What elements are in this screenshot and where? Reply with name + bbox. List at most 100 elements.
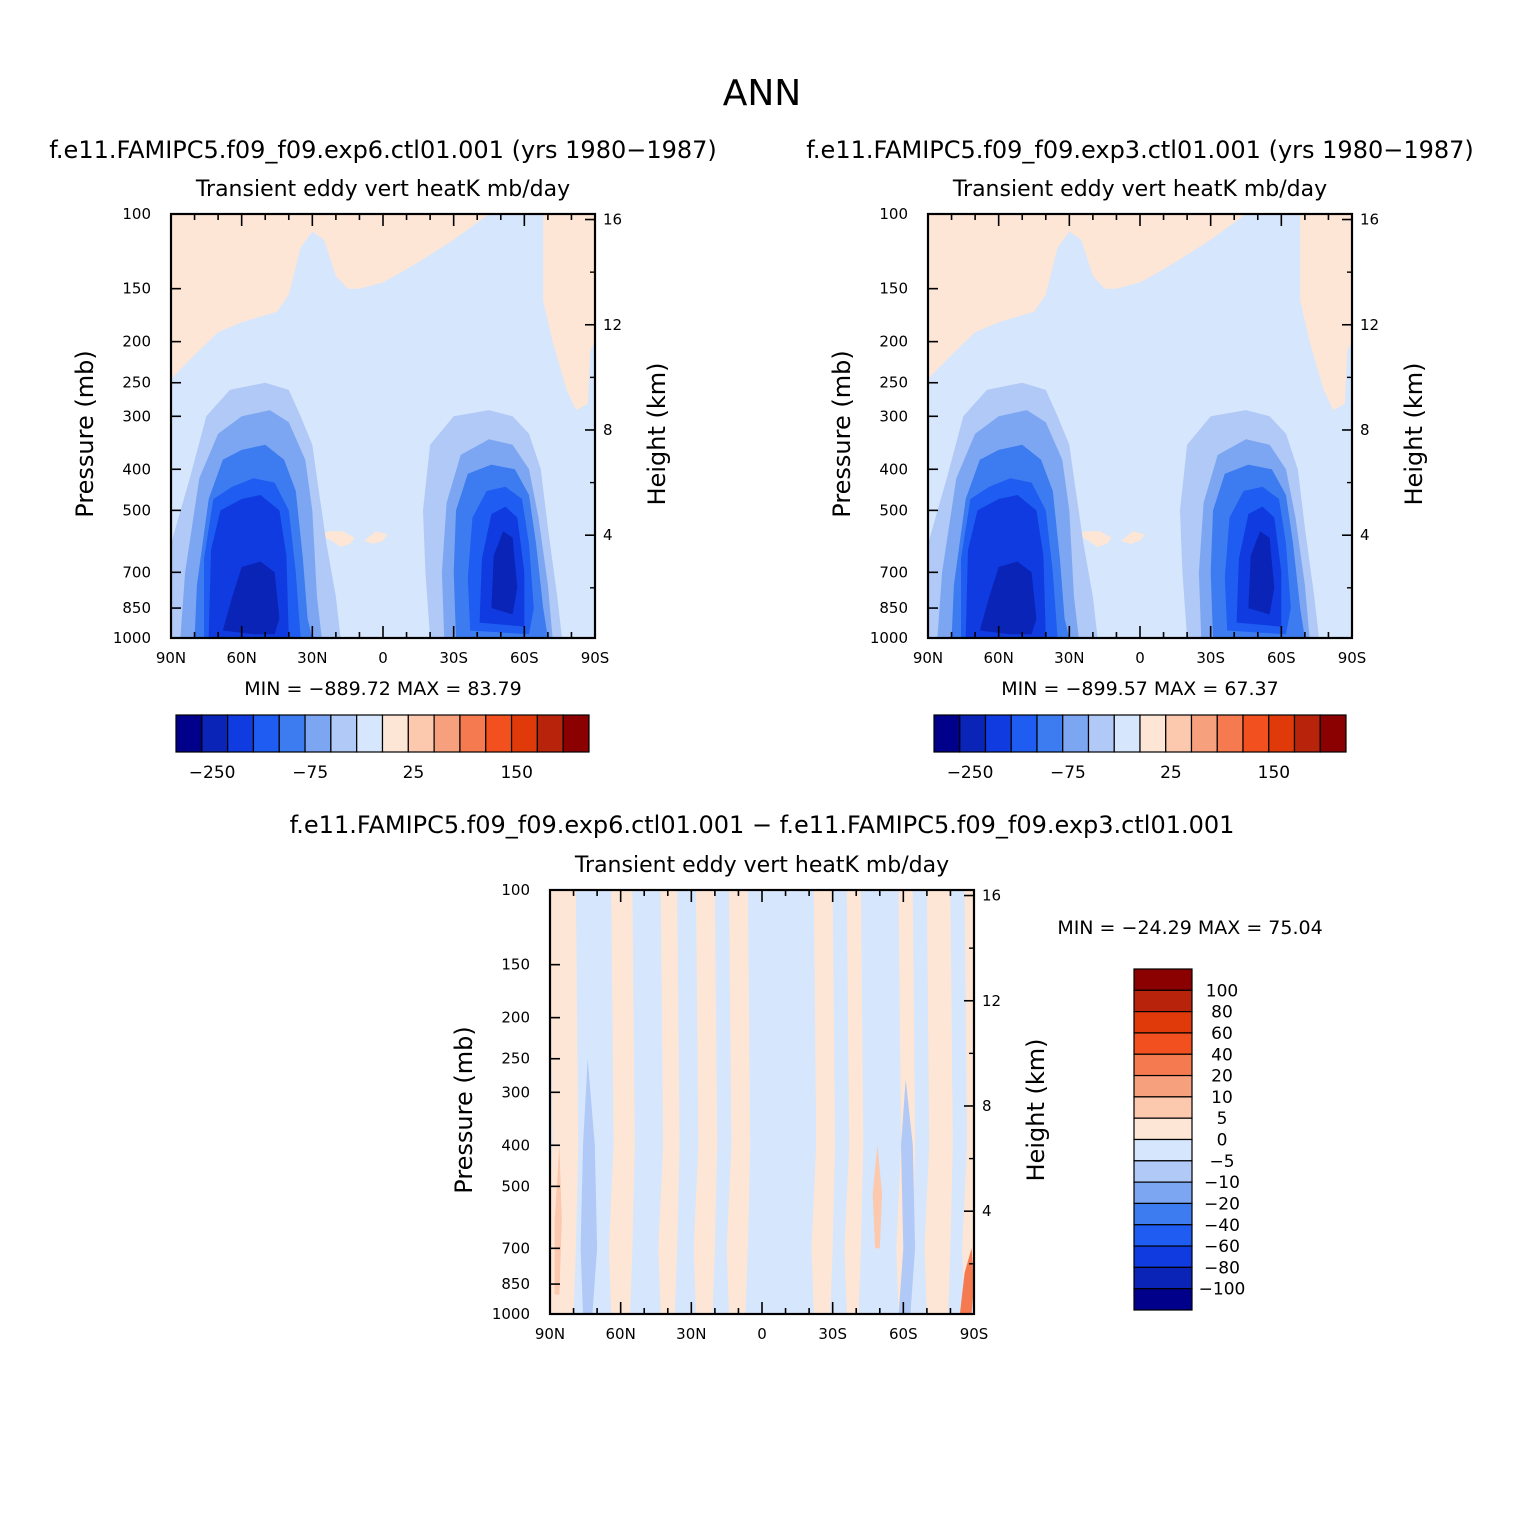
colorbar-swatch [1133,1245,1193,1268]
colorbar-label: −100 [1199,1280,1246,1300]
positive-blob [1076,531,1112,547]
storm-track-nh [222,561,280,635]
positive-core [554,1145,562,1295]
colorbar-label: −5 [1209,1152,1234,1172]
y-tick-label: 850 [501,1275,530,1293]
colorbar-swatch [330,714,358,753]
positive-band [811,890,835,1314]
colorbar-swatch [1010,714,1038,753]
panel-title: f.e11.FAMIPC5.f09_f09.exp6.ctl01.001 − f… [290,811,1235,839]
colorbar-swatch [1133,1074,1193,1098]
figure-title: ANN [723,73,802,114]
colorbar-label: 150 [1258,763,1290,783]
colorbar-swatch [1036,714,1064,753]
plots: f.e11.FAMIPC5.f09_f09.exp6.ctl01.001 (yr… [49,136,1474,1343]
y-tick-label: 200 [122,333,151,351]
colorbar-label: −250 [947,763,994,783]
y-tick-label: 150 [501,956,530,974]
x-tick-label: 60N [227,649,257,667]
positive-region-upper [171,214,489,379]
x-tick-label: 60N [606,1325,636,1343]
colorbar-swatch [227,714,255,753]
y2-tick-label: 16 [1360,211,1379,229]
colorbar-label: 5 [1217,1109,1228,1129]
y2-tick-label: 4 [982,1202,992,1220]
y-axis-label: Pressure (mb) [71,350,99,517]
y-tick-label: 400 [122,460,151,478]
x-tick-label: 30S [439,649,468,667]
x-tick-label: 90N [535,1325,565,1343]
colorbar-swatch [1133,1266,1193,1290]
y-tick-label: 100 [501,881,530,899]
colorbar-swatch [304,714,332,753]
y2-axis-label: Height (km) [643,363,671,506]
positive-blob [319,531,355,547]
colorbar-swatch [1133,1096,1193,1119]
positive-band [550,890,579,1314]
storm-track-sh [491,531,518,615]
x-tick-label: 90N [913,649,943,667]
y2-tick-label: 8 [982,1097,992,1115]
colorbar-label: 10 [1211,1088,1233,1108]
y-axis-label: Pressure (mb) [450,1026,478,1193]
positive-blob [364,531,388,544]
colorbar-swatch [1216,714,1244,753]
colorbar-swatch [1062,714,1090,753]
colorbar: −250 −75 25 150 [933,714,1347,783]
colorbar-swatch [1133,1224,1193,1247]
colorbar-label: 80 [1211,1003,1233,1023]
y2-tick-label: 12 [603,316,622,334]
colorbar-swatch [1242,714,1270,753]
y2-axis-label: Height (km) [1400,363,1428,506]
x-tick-label: 0 [378,649,388,667]
x-tick-label: 30N [297,649,327,667]
y-tick-label: 500 [122,501,151,519]
y-tick-label: 300 [122,407,151,425]
positive-band [658,890,680,1314]
panel-subtitle: Transient eddy vert heatK mb/day [952,177,1327,202]
colorbar-swatch [562,714,590,753]
x-tick-label: 60N [984,649,1014,667]
x-tick-label: 0 [1135,649,1145,667]
x-tick-label: 90S [1338,649,1367,667]
colorbar-swatch [1133,1117,1193,1141]
colorbar-swatch [1133,1053,1193,1077]
y-axis-label: Pressure (mb) [828,350,856,517]
y2-axis-label: Height (km) [1022,1039,1050,1182]
y-tick-label: 250 [122,374,151,392]
x-tick-label: 30N [1054,649,1084,667]
y-tick-label: 300 [879,407,908,425]
colorbar-label: 25 [403,763,425,783]
positive-band [924,890,953,1314]
y2-tick-label: 8 [603,421,613,439]
colorbar-swatch [933,714,961,753]
y-tick-label: 700 [879,563,908,581]
y-tick-label: 700 [501,1239,530,1257]
colorbar-swatch [1133,1181,1193,1205]
colorbar-swatch [1087,714,1115,753]
x-tick-label: 30N [676,1325,706,1343]
y-tick-label: 500 [879,501,908,519]
y-tick-label: 100 [879,205,908,223]
colorbar-swatch [1133,1011,1193,1034]
panel-2: f.e11.FAMIPC5.f09_f09.exp3.ctl01.001 (yr… [806,136,1474,783]
y-tick-label: 300 [501,1083,530,1101]
panel-subtitle: Transient eddy vert heatK mb/day [574,853,949,878]
colorbar-swatch [459,714,487,753]
y2-tick-label: 12 [982,992,1001,1010]
y-tick-label: 150 [879,280,908,298]
x-tick-label: 30S [818,1325,847,1343]
colorbar: −250 −75 25 150 [175,714,590,783]
contour-field [928,214,1352,638]
y-tick-label: 850 [122,599,151,617]
positive-band [693,890,718,1314]
y2-tick-label: 16 [982,887,1001,905]
y-tick-label: 850 [879,599,908,617]
colorbar-label: 150 [500,763,532,783]
min-max-stats: MIN = −889.72 MAX = 83.79 [244,678,521,700]
min-max-stats: MIN = −899.57 MAX = 67.37 [1001,678,1278,700]
colorbar-label: −60 [1204,1237,1240,1257]
colorbar-swatch [984,714,1012,753]
colorbar-swatch [1293,714,1321,753]
